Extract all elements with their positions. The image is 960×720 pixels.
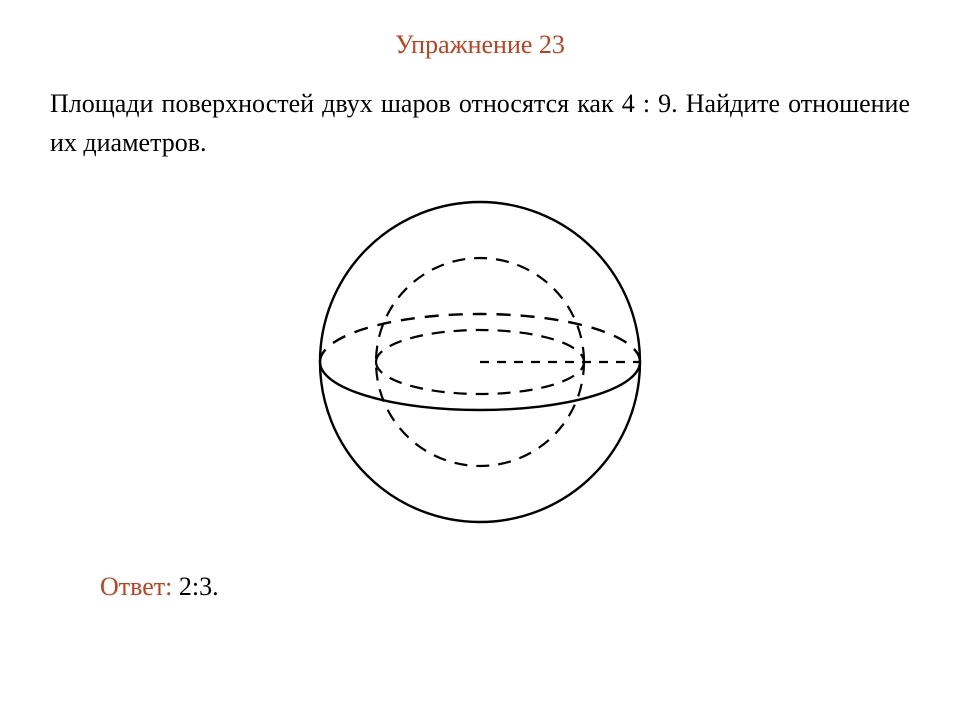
- answer-line: Ответ: 2:3.: [100, 572, 910, 602]
- answer-label: Ответ:: [100, 572, 179, 601]
- answer-value: 2:3.: [179, 572, 219, 601]
- two-spheres-diagram: [300, 192, 660, 532]
- problem-text: Площади поверхностей двух шаров относятс…: [50, 84, 910, 162]
- diagram-container: [50, 192, 910, 532]
- exercise-title: Упражнение 23: [50, 30, 910, 60]
